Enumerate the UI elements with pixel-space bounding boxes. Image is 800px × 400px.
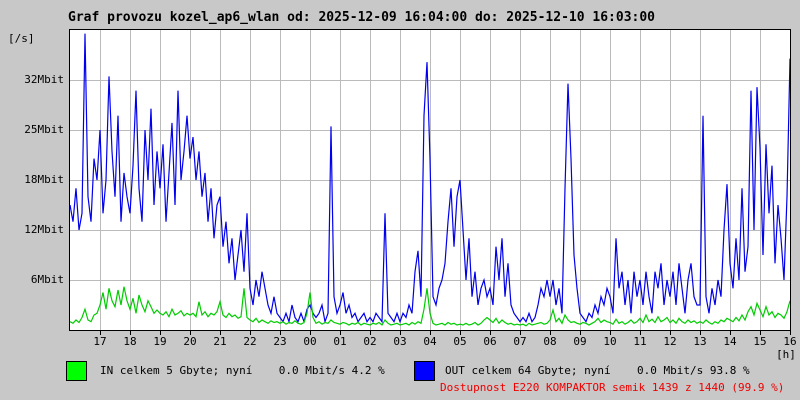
x-tick-label: 09 bbox=[573, 335, 587, 348]
x-tick-mark bbox=[790, 331, 791, 335]
x-tick-label: 10 bbox=[603, 335, 617, 348]
x-tick-label: 15 bbox=[753, 335, 767, 348]
y-tick-label: 18Mbit bbox=[24, 173, 64, 186]
y-axis-unit-label: [/s] bbox=[8, 32, 35, 45]
x-tick-mark bbox=[190, 331, 191, 335]
x-tick-mark bbox=[580, 331, 581, 335]
x-tick-mark bbox=[220, 331, 221, 335]
y-tick-label: 6Mbit bbox=[30, 273, 64, 286]
x-tick-label: 22 bbox=[243, 335, 257, 348]
x-tick-label: 19 bbox=[153, 335, 167, 348]
x-tick-mark bbox=[100, 331, 101, 335]
x-tick-mark bbox=[460, 331, 461, 335]
x-tick-mark bbox=[490, 331, 491, 335]
x-tick-mark bbox=[670, 331, 671, 335]
x-tick-label: 16 bbox=[783, 335, 797, 348]
x-tick-mark bbox=[430, 331, 431, 335]
y-tick-label: 25Mbit bbox=[24, 123, 64, 136]
x-tick-mark bbox=[700, 331, 701, 335]
x-tick-mark bbox=[760, 331, 761, 335]
x-tick-mark bbox=[250, 331, 251, 335]
x-tick-mark bbox=[730, 331, 731, 335]
x-tick-mark bbox=[160, 331, 161, 335]
x-tick-label: 06 bbox=[483, 335, 497, 348]
x-tick-label: 05 bbox=[453, 335, 467, 348]
availability-text: Dostupnost E220 KOMPAKTOR semik 1439 z 1… bbox=[440, 381, 785, 394]
x-tick-label: 18 bbox=[123, 335, 137, 348]
legend-in-swatch bbox=[66, 361, 87, 381]
x-axis-unit-label: [h] bbox=[776, 348, 796, 361]
traffic-plot-area bbox=[69, 29, 791, 331]
x-tick-label: 14 bbox=[723, 335, 737, 348]
x-tick-label: 07 bbox=[513, 335, 527, 348]
x-tick-label: 11 bbox=[633, 335, 647, 348]
page-title: Graf provozu kozel_ap6_wlan od: 2025-12-… bbox=[68, 10, 655, 25]
x-tick-label: 01 bbox=[333, 335, 347, 348]
x-tick-mark bbox=[340, 331, 341, 335]
x-tick-mark bbox=[280, 331, 281, 335]
x-tick-mark bbox=[310, 331, 311, 335]
legend-out-swatch bbox=[414, 361, 435, 381]
x-tick-label: 12 bbox=[663, 335, 677, 348]
legend-in-label: IN celkem 5 Gbyte; nyní 0.0 Mbit/s 4.2 % bbox=[100, 364, 385, 377]
x-tick-mark bbox=[400, 331, 401, 335]
x-tick-label: 23 bbox=[273, 335, 287, 348]
x-tick-label: 17 bbox=[93, 335, 107, 348]
legend-out-label: OUT celkem 64 Gbyte; nyní 0.0 Mbit/s 93.… bbox=[445, 364, 750, 377]
x-tick-mark bbox=[610, 331, 611, 335]
traffic-chart bbox=[70, 30, 790, 330]
x-tick-label: 20 bbox=[183, 335, 197, 348]
y-tick-label: 12Mbit bbox=[24, 223, 64, 236]
x-tick-label: 08 bbox=[543, 335, 557, 348]
x-tick-label: 03 bbox=[393, 335, 407, 348]
x-tick-mark bbox=[370, 331, 371, 335]
x-tick-mark bbox=[640, 331, 641, 335]
x-tick-label: 13 bbox=[693, 335, 707, 348]
y-tick-label: 32Mbit bbox=[24, 73, 64, 86]
x-tick-label: 21 bbox=[213, 335, 227, 348]
x-tick-label: 04 bbox=[423, 335, 437, 348]
x-tick-mark bbox=[550, 331, 551, 335]
x-tick-label: 00 bbox=[303, 335, 317, 348]
x-tick-mark bbox=[130, 331, 131, 335]
x-tick-label: 02 bbox=[363, 335, 377, 348]
x-tick-mark bbox=[520, 331, 521, 335]
